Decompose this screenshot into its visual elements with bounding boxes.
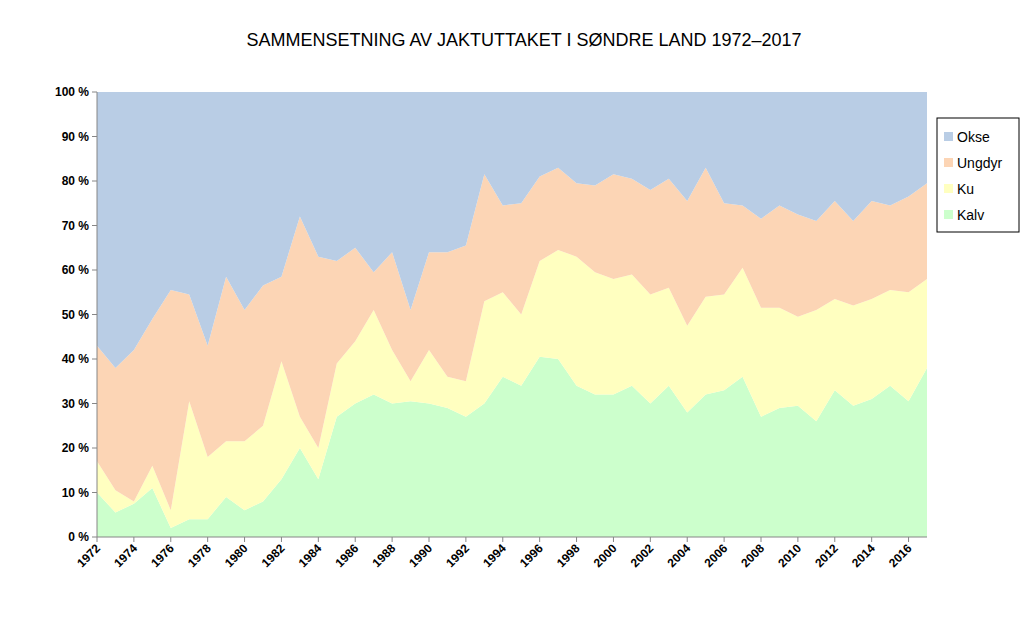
legend-box [937,118,1019,232]
x-tick-label: 2000 [591,541,620,570]
x-tick-label: 2008 [738,541,767,570]
x-tick-label: 1974 [111,541,140,570]
y-tick [92,492,97,493]
y-tick-label: 60 % [62,263,90,277]
legend-swatch [944,158,953,167]
y-tick-label: 20 % [62,441,90,455]
x-tick-label: 1990 [406,541,435,570]
x-tick [908,537,909,542]
x-tick-label: 1986 [333,541,362,570]
legend-label: Okse [957,129,990,145]
x-tick-label: 1972 [74,541,103,570]
x-tick [724,537,725,542]
legend-swatch [944,184,953,193]
y-tick-label: 70 % [62,219,90,233]
legend-swatch [944,210,953,219]
x-tick-label: 2010 [775,541,804,570]
x-tick-label: 1982 [259,541,288,570]
x-tick [170,537,171,542]
y-tick-label: 10 % [62,486,90,500]
y-tick-label: 30 % [62,397,90,411]
x-tick [465,537,466,542]
x-tick [650,537,651,542]
x-tick-label: 2004 [665,541,694,570]
x-tick [576,537,577,542]
chart: SAMMENSETNING AV JAKTUTTAKET I SØNDRE LA… [0,0,1024,617]
x-tick-label: 1994 [480,541,509,570]
x-axis [97,537,927,538]
x-tick [502,537,503,542]
x-tick-label: 2014 [849,541,878,570]
x-tick [539,537,540,542]
x-tick [281,537,282,542]
y-tick-label: 0 % [68,530,89,544]
x-tick-label: 2016 [886,541,915,570]
plot-area [97,92,927,537]
y-tick [92,181,97,182]
legend-label: Kalv [957,207,984,223]
x-tick [207,537,208,542]
x-tick [797,537,798,542]
x-tick-label: 1988 [369,541,398,570]
y-tick [92,270,97,271]
x-tick-label: 2006 [701,541,730,570]
x-tick [318,537,319,542]
x-tick-label: 1998 [554,541,583,570]
y-tick-label: 40 % [62,352,90,366]
x-tick-label: 1984 [296,541,325,570]
legend-swatch [944,132,953,141]
x-tick-label: 1980 [222,541,251,570]
x-tick [761,537,762,542]
x-tick [429,537,430,542]
y-tick-label: 100 % [55,85,89,99]
y-tick-label: 90 % [62,130,90,144]
area-okse [97,92,927,368]
y-tick [92,314,97,315]
y-tick [92,448,97,449]
x-tick [355,537,356,542]
y-tick [92,403,97,404]
x-tick-label: 1992 [443,541,472,570]
y-tick-label: 50 % [62,308,90,322]
x-tick-label: 1996 [517,541,546,570]
y-tick [92,225,97,226]
x-tick-label: 1976 [148,541,177,570]
x-tick [871,537,872,542]
y-tick [92,537,97,538]
x-tick [834,537,835,542]
title: SAMMENSETNING AV JAKTUTTAKET I SØNDRE LA… [246,30,801,50]
x-tick [97,537,98,542]
y-tick [92,359,97,360]
legend-label: Ku [957,181,974,197]
x-tick-label: 1978 [185,541,214,570]
legend: Okse Ungdyr Ku Kalv [937,118,1019,232]
x-tick-label: 2012 [812,541,841,570]
x-tick [613,537,614,542]
x-tick [244,537,245,542]
x-tick [392,537,393,542]
x-tick [133,537,134,542]
y-tick [92,92,97,93]
x-tick [687,537,688,542]
x-tick-label: 2002 [628,541,657,570]
y-tick [92,136,97,137]
y-tick-label: 80 % [62,174,90,188]
legend-label: Ungdyr [957,155,1002,171]
